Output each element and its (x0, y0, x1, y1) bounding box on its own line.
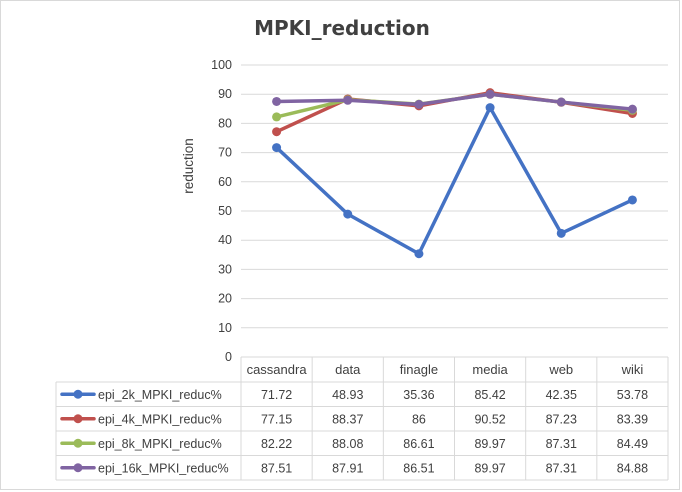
data-label-s3-wiki: 84.88 (617, 461, 648, 475)
legend-entry-1: epi_4k_MPKI_reduc% (98, 412, 222, 426)
data-label-s1-wiki: 83.39 (617, 412, 648, 426)
data-label-s0-web: 42.35 (546, 388, 577, 402)
chart-title: MPKI_reduction (254, 16, 430, 40)
data-point-s0-wiki (627, 195, 637, 205)
y-tick-label-60: 60 (218, 175, 232, 189)
data-point-s3-wiki (627, 104, 637, 114)
y-axis-label: reduction (181, 138, 196, 194)
legend-key-marker-1 (73, 414, 83, 424)
data-label-s1-finagle: 86 (412, 412, 426, 426)
data-point-s3-finagle (414, 99, 424, 109)
category-label-data: data (335, 362, 361, 377)
y-tick-label-30: 30 (218, 262, 232, 276)
data-point-s3-cassandra (272, 96, 282, 106)
data-label-s3-media: 89.97 (474, 461, 505, 475)
data-label-s0-media: 85.42 (474, 388, 505, 402)
data-label-s2-web: 87.31 (546, 437, 577, 451)
category-label-cassandra: cassandra (247, 362, 308, 377)
data-point-s0-cassandra (272, 143, 282, 153)
data-point-s3-web (556, 97, 566, 107)
data-point-s1-cassandra (272, 127, 282, 137)
data-label-s1-cassandra: 77.15 (261, 412, 292, 426)
data-label-s3-cassandra: 87.51 (261, 461, 292, 475)
data-label-s1-web: 87.23 (546, 412, 577, 426)
data-label-s1-media: 90.52 (474, 412, 505, 426)
data-label-s3-web: 87.31 (546, 461, 577, 475)
data-point-s0-finagle (414, 249, 424, 259)
y-tick-label-40: 40 (218, 233, 232, 247)
series-line-0 (274, 105, 635, 256)
y-tick-label-0: 0 (225, 350, 232, 364)
series-line-3 (274, 92, 635, 111)
data-label-s1-data: 88.37 (332, 412, 363, 426)
data-point-s3-data (343, 95, 353, 105)
data-point-s3-media (485, 89, 495, 99)
legend-key-marker-2 (73, 438, 83, 448)
category-label-media: media (472, 362, 508, 377)
y-tick-label-100: 100 (211, 58, 232, 72)
data-label-s0-data: 48.93 (332, 388, 363, 402)
data-label-s0-wiki: 53.78 (617, 388, 648, 402)
series-lines (272, 88, 637, 259)
category-label-finagle: finagle (400, 362, 438, 377)
data-label-s2-media: 89.97 (474, 437, 505, 451)
y-tick-label-20: 20 (218, 292, 232, 306)
y-tick-label-50: 50 (218, 204, 232, 218)
data-point-s0-media (485, 103, 495, 113)
legend-entry-0: epi_2k_MPKI_reduc% (98, 388, 222, 402)
data-point-s2-cassandra (272, 112, 282, 122)
y-axis-ticks: 0 10 20 30 40 50 60 70 80 90 100 (211, 58, 232, 364)
data-label-s2-data: 88.08 (332, 437, 363, 451)
legend-entry-3: epi_16k_MPKI_reduc% (98, 461, 229, 475)
data-point-s0-web (556, 228, 566, 238)
data-label-s3-data: 87.91 (332, 461, 363, 475)
data-label-s0-cassandra: 71.72 (261, 388, 292, 402)
data-label-s3-finagle: 86.51 (403, 461, 434, 475)
legend-entry-2: epi_8k_MPKI_reduc% (98, 437, 222, 451)
y-tick-label-80: 80 (218, 116, 232, 130)
category-label-web: web (548, 362, 573, 377)
data-label-s2-cassandra: 82.22 (261, 437, 292, 451)
y-tick-label-10: 10 (218, 321, 232, 335)
legend-key-marker-3 (73, 463, 83, 473)
data-point-s0-data (343, 209, 353, 219)
category-label-wiki: wiki (621, 362, 644, 377)
y-tick-label-70: 70 (218, 146, 232, 160)
data-table: cassandra data finagle media web wiki epi_2k_M… (55, 356, 669, 481)
data-label-s2-wiki: 84.49 (617, 437, 648, 451)
data-label-s0-finagle: 35.36 (403, 388, 434, 402)
y-tick-label-90: 90 (218, 87, 232, 101)
data-label-s2-finagle: 86.61 (403, 437, 434, 451)
legend-key-marker-0 (73, 389, 83, 399)
